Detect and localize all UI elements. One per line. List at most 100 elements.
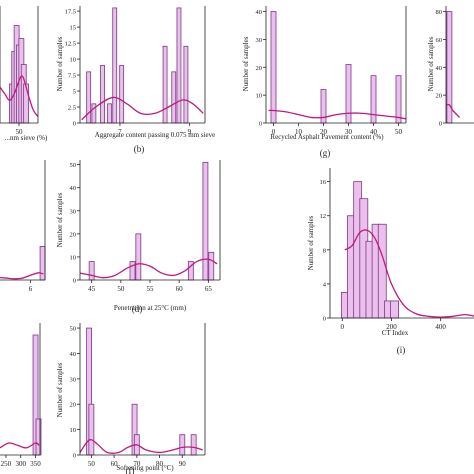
- x-tick-label: 65: [205, 285, 213, 293]
- histogram-bar: [370, 75, 377, 124]
- panel-b: 7 9 0 2.5 5 7.5 10 12.5 15 17.5 Number of samples A…: [56, 6, 215, 154]
- y-tick-label: 2.5: [68, 105, 76, 112]
- density-curve: [0, 75, 39, 117]
- histogram-bar: [119, 65, 125, 124]
- y-tick-label: 20: [256, 65, 263, 72]
- y-axis-label: Number of samples: [56, 362, 64, 417]
- density-curve: [79, 258, 218, 279]
- histogram-bar: [190, 434, 197, 456]
- x-tick-label: 70: [133, 460, 141, 468]
- x-tick-label: 40: [370, 128, 378, 136]
- y-tick-label: 50: [70, 162, 77, 169]
- y-tick-label: 20: [436, 93, 443, 100]
- histogram-bar: [183, 45, 189, 124]
- histogram-bar: [176, 7, 182, 124]
- histogram-bar: [345, 64, 352, 124]
- y-tick-label: 7.5: [68, 73, 76, 80]
- histogram-bar: [202, 161, 209, 281]
- x-tick-label: 7: [118, 128, 122, 136]
- y-tick-label: 60: [436, 37, 443, 44]
- x-axis-label: Recycled Asphalt Pavement content (%): [270, 133, 384, 141]
- x-tick-label: 50: [88, 460, 96, 468]
- x-tick-label: 10: [295, 128, 303, 136]
- x-tick-label: 60: [176, 285, 184, 293]
- x-axis-label: ...nm sieve (%): [5, 134, 48, 142]
- panel-label: (b): [134, 144, 145, 154]
- y-tick-label: 10: [70, 57, 77, 64]
- y-tick-label: 12: [320, 213, 327, 220]
- density-curve: [79, 439, 203, 454]
- y-tick-label: 50: [70, 326, 77, 333]
- histogram-bar: [88, 261, 95, 281]
- y-axis-label: Number of samples: [307, 215, 315, 270]
- y-tick-label: 30: [70, 376, 77, 383]
- x-tick-label: 45: [88, 285, 96, 293]
- x-tick-label: 400: [435, 323, 446, 331]
- panel-d: 45 50 55 60 65 0 10 20 30 40 50 Number of samples Pe…: [56, 160, 221, 314]
- x-axis-label: Aggregate content passing 0.075 mm sieve: [95, 131, 216, 139]
- x-tick-label: 50: [395, 128, 403, 136]
- density-curve: [0, 272, 44, 280]
- y-axis-label: Number of samples: [56, 36, 64, 91]
- x-tick-label: 60: [111, 460, 119, 468]
- x-tick-label: 20: [320, 128, 328, 136]
- panel-e-crop: 250 300 350: [0, 323, 42, 468]
- density-curve: [445, 103, 461, 118]
- y-tick-label: 40: [256, 9, 263, 16]
- x-tick-label: 90: [179, 460, 187, 468]
- y-tick-label: 10: [70, 254, 77, 261]
- y-tick-label: 10: [256, 93, 263, 100]
- histogram-bar: [39, 245, 46, 281]
- density-curve: [81, 96, 204, 121]
- histogram-bar: [112, 7, 118, 124]
- x-tick-label: 300: [15, 460, 26, 468]
- panel-label: (d): [132, 304, 143, 314]
- x-tick-label: 200: [386, 323, 397, 331]
- y-axis-label: Number of samples: [242, 36, 250, 91]
- histogram-bar: [390, 300, 399, 319]
- y-tick-label: 0: [323, 316, 326, 323]
- density-curve: [0, 442, 40, 449]
- y-axis-label: Number of samples: [56, 192, 64, 247]
- panel-label: (f): [126, 466, 135, 474]
- y-tick-label: 20: [70, 231, 77, 238]
- x-tick-label: 9: [188, 128, 192, 136]
- x-tick-label: 6: [29, 285, 33, 293]
- x-axis-label: CT Index: [382, 329, 409, 337]
- histogram-bar: [107, 103, 112, 124]
- x-tick-label: 80: [156, 460, 164, 468]
- x-axis-label: Penetration at 25°C (mm): [114, 304, 187, 312]
- x-axis-label: Softening point (°C): [116, 464, 174, 472]
- y-tick-label: 0: [73, 278, 76, 285]
- x-tick-label: 0: [272, 128, 276, 136]
- histogram-bar: [23, 83, 30, 124]
- histogram-bar: [270, 11, 277, 124]
- panel-f: 50 60 70 80 90 0 10 20 30 40 50 Number of samples So…: [56, 323, 206, 474]
- y-tick-label: 17.5: [65, 9, 76, 16]
- y-tick-label: 0: [73, 453, 76, 460]
- panel-c-crop: 6: [0, 160, 46, 293]
- panel-h-crop: 0 20 40 60 80 Number of samples: [427, 6, 474, 128]
- y-tick-label: 10: [70, 427, 77, 434]
- histogram-bar: [86, 71, 92, 124]
- y-tick-label: 16: [320, 179, 327, 186]
- histogram-bar: [171, 71, 177, 124]
- histogram-bar: [179, 434, 186, 456]
- y-tick-label: 12.5: [65, 41, 76, 48]
- x-tick-label: 50: [117, 285, 125, 293]
- y-tick-label: 0: [73, 121, 76, 128]
- histogram-bar: [162, 45, 168, 124]
- y-tick-label: 8: [323, 247, 326, 254]
- histogram-bar: [88, 403, 95, 456]
- y-tick-label: 0: [259, 121, 262, 128]
- y-tick-label: 20: [70, 402, 77, 409]
- panel-a-crop: 50...nm sieve (%): [0, 6, 48, 142]
- y-tick-label: 4: [323, 281, 327, 288]
- y-tick-label: 15: [70, 25, 77, 32]
- histogram-bar: [395, 75, 402, 124]
- density-curve: [268, 109, 407, 120]
- y-tick-label: 30: [70, 208, 77, 215]
- x-tick-label: 30: [345, 128, 353, 136]
- y-tick-label: 40: [436, 65, 443, 72]
